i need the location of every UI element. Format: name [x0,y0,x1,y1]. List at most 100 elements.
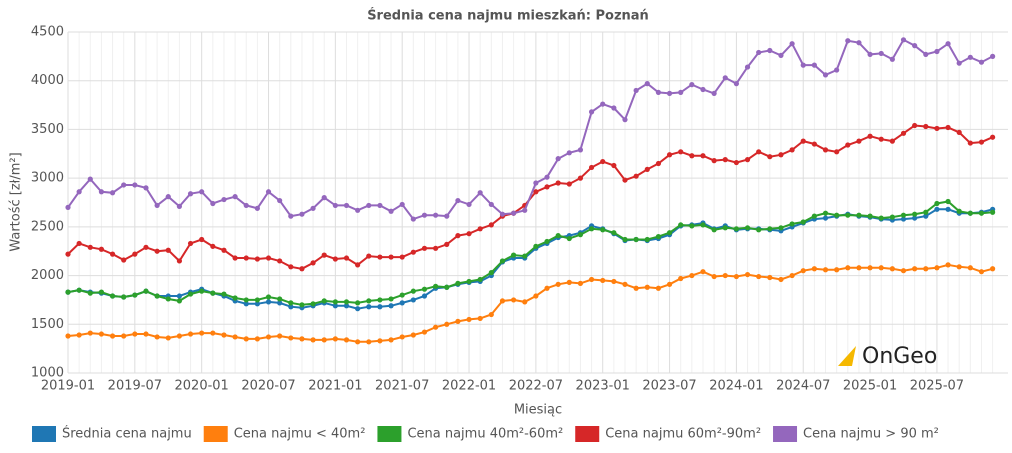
data-point [789,221,795,227]
data-point [299,266,305,272]
data-point [399,300,405,306]
data-point [967,265,973,271]
x-tick-label: 2025-07 [910,379,964,394]
x-tick-label: 2023-01 [576,379,630,394]
data-point [199,236,205,243]
data-point [733,273,740,280]
data-point [733,81,740,87]
data-point [923,266,929,272]
data-point [187,331,194,337]
data-point [834,149,840,155]
data-point [923,213,929,219]
data-point [455,233,461,239]
data-point [778,152,784,158]
data-point [265,294,272,300]
data-point [967,140,973,146]
data-point [789,41,795,47]
data-point [366,304,372,310]
data-point [700,269,706,275]
y-tick-label: 4000 [31,73,64,88]
data-point [522,207,528,213]
data-point [666,281,673,287]
data-point [254,205,260,211]
data-point [800,138,806,144]
data-point [622,117,628,123]
data-point [644,166,650,172]
data-point [845,142,851,148]
data-point [555,180,561,186]
x-tick-label: 2024-01 [709,379,763,394]
data-point [900,216,907,222]
data-point [377,297,383,303]
data-point [232,295,238,301]
data-point [343,299,350,305]
data-point [288,213,294,219]
data-point [733,159,740,166]
data-point [867,133,873,139]
data-point [845,265,851,271]
data-point [956,129,962,135]
data-point [121,257,127,263]
data-point [277,300,283,306]
data-point [633,285,639,291]
data-point [689,272,695,279]
data-point [622,236,628,243]
data-point [566,181,572,187]
y-tick-label: 2500 [31,219,64,234]
data-point [488,222,494,228]
data-point [332,256,338,262]
data-point [366,202,372,209]
data-point [187,240,194,247]
data-point [132,331,138,337]
data-point [299,302,305,308]
data-point [912,266,918,272]
data-point [410,216,416,222]
data-point [923,123,929,130]
data-point [756,273,762,280]
data-point [277,333,283,339]
data-point [421,245,428,251]
data-point [87,290,93,296]
data-point [644,284,650,290]
data-point [834,212,840,218]
data-point [644,236,650,243]
data-point [778,225,784,231]
data-point [109,190,116,196]
y-tick-label: 3500 [31,122,64,137]
data-point [232,334,238,340]
x-tick-label: 2023-07 [642,379,696,394]
data-point [433,324,439,330]
data-point [978,59,985,65]
data-point [210,200,216,207]
data-point [265,299,272,305]
data-point [566,235,572,242]
data-point [154,202,160,209]
data-point [633,236,639,243]
data-point [945,206,951,212]
data-point [143,331,149,337]
data-point [510,252,517,258]
data-point [343,202,350,209]
data-point [254,301,260,307]
data-point [243,297,249,303]
data-point [355,207,361,213]
data-point [934,48,940,55]
data-point [878,215,884,221]
data-point [477,190,483,196]
data-point [154,334,160,340]
y-axis-label: Wartość [zł/m²] [9,152,24,251]
data-point [945,198,951,205]
legend-swatch [773,426,798,442]
data-point [588,109,595,115]
grid: 2019-01 2019-07 2020-01 2020-07 2021-01 2021-… [31,25,1008,394]
data-point [856,212,862,218]
data-point [811,213,817,219]
data-point [566,279,572,285]
data-point [689,223,695,229]
data-point [878,265,884,271]
data-point [700,153,706,159]
data-point [956,264,962,270]
data-point [299,211,305,217]
data-point [310,260,316,266]
data-point [98,189,105,195]
